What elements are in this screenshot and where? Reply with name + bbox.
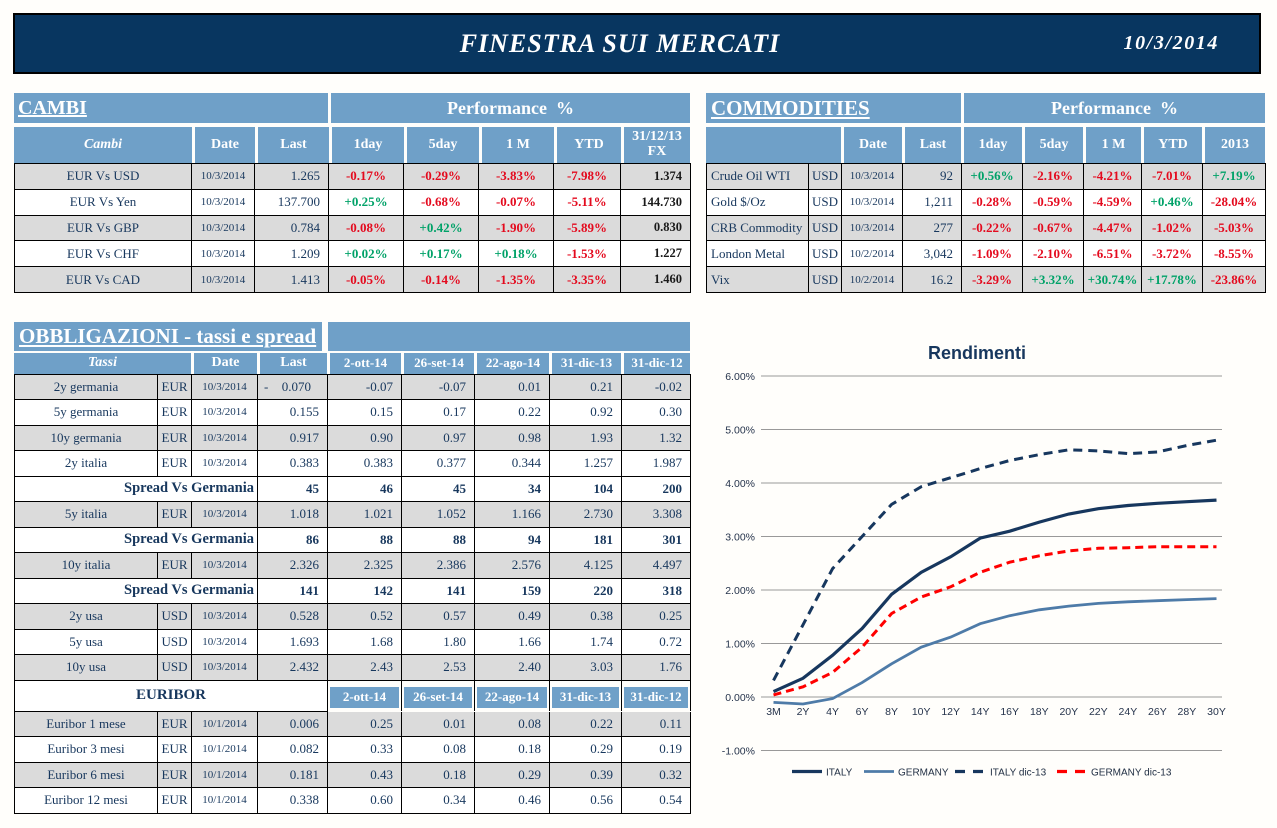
svg-text:20Y: 20Y xyxy=(1059,706,1078,718)
svg-text:18Y: 18Y xyxy=(1030,706,1049,718)
svg-text:GERMANY: GERMANY xyxy=(898,768,949,779)
svg-text:GERMANY dic-13: GERMANY dic-13 xyxy=(1091,768,1172,779)
svg-text:Rendimenti: Rendimenti xyxy=(928,343,1026,363)
svg-text:6.00%: 6.00% xyxy=(725,371,755,383)
svg-text:0.00%: 0.00% xyxy=(725,692,755,704)
svg-text:10Y: 10Y xyxy=(912,706,931,718)
svg-text:3.00%: 3.00% xyxy=(725,532,755,544)
svg-text:30Y: 30Y xyxy=(1207,706,1226,718)
svg-text:-1.00%: -1.00% xyxy=(722,746,755,758)
svg-text:ITALY: ITALY xyxy=(826,768,853,779)
svg-text:12Y: 12Y xyxy=(941,706,960,718)
svg-text:4Y: 4Y xyxy=(826,706,839,718)
svg-text:ITALY dic-13: ITALY dic-13 xyxy=(990,768,1047,779)
svg-text:2.00%: 2.00% xyxy=(725,585,755,597)
svg-text:2Y: 2Y xyxy=(797,706,810,718)
svg-text:16Y: 16Y xyxy=(1000,706,1019,718)
svg-text:1.00%: 1.00% xyxy=(725,639,755,651)
svg-text:14Y: 14Y xyxy=(971,706,990,718)
svg-text:26Y: 26Y xyxy=(1148,706,1167,718)
svg-text:22Y: 22Y xyxy=(1089,706,1108,718)
svg-text:28Y: 28Y xyxy=(1178,706,1197,718)
svg-text:8Y: 8Y xyxy=(885,706,898,718)
svg-text:3M: 3M xyxy=(766,706,781,718)
svg-text:5.00%: 5.00% xyxy=(725,425,755,437)
svg-text:24Y: 24Y xyxy=(1119,706,1138,718)
svg-text:4.00%: 4.00% xyxy=(725,478,755,490)
svg-text:6Y: 6Y xyxy=(856,706,869,718)
